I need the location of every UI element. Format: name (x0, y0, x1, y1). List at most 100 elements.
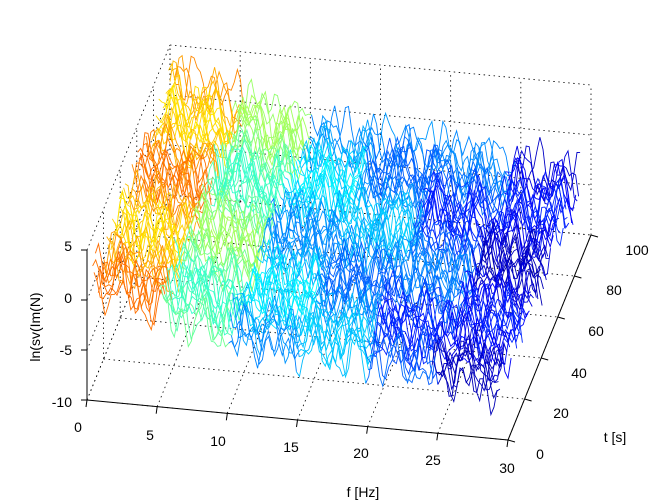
surface-trace (162, 284, 232, 341)
surface-trace (184, 228, 253, 287)
x-tick (296, 419, 298, 428)
surface-trace (179, 235, 249, 304)
surface-trace (368, 321, 437, 380)
y-tick (574, 275, 582, 279)
surface-trace (199, 191, 269, 258)
z-tick-label: 5 (64, 238, 72, 254)
surface-trace (289, 149, 359, 219)
surface-trace (235, 299, 304, 358)
y-tick-labels: 0 20 40 60 80 100 (536, 242, 649, 462)
surface-trace (237, 100, 307, 151)
surface-trace (513, 145, 580, 203)
surface-trace (106, 235, 176, 287)
surface-trace (410, 221, 479, 285)
y-tick-label: 0 (536, 446, 544, 462)
y-tick-label: 60 (588, 323, 604, 339)
surface-trace (188, 224, 258, 285)
surface-trace (407, 217, 477, 298)
surface-trace (124, 183, 194, 251)
surface-trace (137, 147, 207, 214)
surface-trace (479, 226, 546, 295)
surface-trace (242, 276, 311, 330)
surface-trace (332, 224, 402, 285)
surface-trace (437, 333, 504, 392)
surface-trace (257, 238, 327, 295)
surface-trace (161, 284, 231, 347)
surface-trace (228, 303, 297, 372)
surface-trace (499, 179, 566, 231)
surface-trace (297, 311, 367, 384)
y-axis-label: t [s] (604, 429, 627, 445)
surface-trace (347, 194, 417, 251)
surface-trace (425, 178, 495, 238)
surface-trace (431, 166, 501, 220)
y-tick-label: 100 (625, 242, 649, 258)
surface-trace (380, 290, 450, 351)
surface-trace (103, 232, 173, 301)
surface-trace (123, 187, 192, 244)
x-tick-label: 0 (74, 419, 82, 435)
surface-trace (502, 176, 568, 235)
surface-trace (154, 113, 223, 168)
surface-trace (132, 162, 202, 223)
y-tick (557, 316, 565, 320)
surface-trace (176, 241, 246, 321)
surface-trace (490, 207, 557, 266)
surface-trace (441, 321, 508, 384)
surface-trace (409, 231, 478, 281)
surface-trace (352, 186, 421, 245)
surface-trace (446, 129, 516, 188)
x-tick-label: 30 (499, 460, 515, 476)
surface-trace (244, 264, 314, 331)
surface-trace (309, 284, 379, 346)
surface-trace (495, 197, 561, 254)
surface-trace (475, 243, 541, 294)
grid-line (156, 201, 241, 407)
z-axis-label: ln(sv(Im(N) (27, 292, 43, 361)
surface-trace (178, 250, 248, 305)
grid-line (367, 221, 452, 427)
surface-trace (481, 221, 547, 281)
surface-trace (296, 325, 365, 378)
surface-trace (373, 135, 442, 196)
surface-trace (371, 142, 441, 197)
surface-trace (162, 88, 232, 145)
surface-trace (249, 260, 318, 320)
surface-trace (445, 127, 515, 192)
surface-trace (367, 137, 437, 196)
surface-trace (254, 251, 324, 310)
surface-trace (362, 156, 431, 209)
surface-trace (93, 251, 163, 314)
surface-trace (328, 238, 398, 297)
surface-trace (111, 214, 181, 280)
surface-trace (256, 239, 325, 307)
surface-trace (281, 179, 351, 238)
surface-trace (406, 229, 475, 285)
surface-trace (390, 265, 460, 335)
surface-trace (478, 232, 544, 290)
z-tick-label: -10 (52, 394, 72, 410)
grid-line (169, 44, 592, 86)
grid-line (297, 214, 381, 421)
surface-trace (212, 152, 281, 212)
x-tick (155, 406, 158, 414)
x-tick (225, 413, 228, 421)
surface-trace (130, 175, 199, 236)
x-axis-label: f [Hz] (347, 484, 380, 500)
surface-trace (160, 284, 229, 348)
surface-trace (472, 240, 539, 302)
surface-trace (226, 124, 296, 196)
surface-trace (301, 136, 370, 190)
surface-trace (497, 175, 564, 247)
y-tick-label: 40 (571, 365, 587, 381)
surface-trace (376, 300, 446, 361)
surface-trace (304, 305, 374, 364)
x-tick-label: 5 (146, 427, 154, 443)
surface-trace (211, 154, 280, 216)
grid-line (86, 94, 171, 301)
surface-trace (306, 114, 376, 177)
grid-line (86, 44, 171, 251)
x-tick-label: 15 (283, 439, 299, 455)
surface-trace (467, 261, 533, 320)
surface-trace (97, 256, 167, 315)
